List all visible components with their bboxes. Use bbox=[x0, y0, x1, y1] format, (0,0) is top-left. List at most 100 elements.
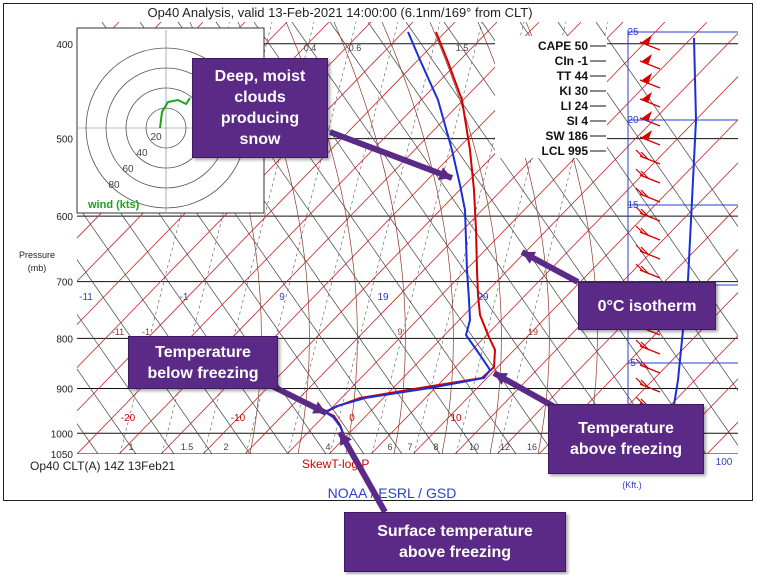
mixing-ratio-line bbox=[413, 22, 525, 454]
isotherm-line bbox=[496, 205, 738, 454]
footer-center: NOAA / ESRL / GSD bbox=[328, 485, 457, 501]
index-label: KI 30 bbox=[559, 84, 588, 98]
callout-arrowhead bbox=[438, 167, 452, 180]
y-axis-label-line2: (mb) bbox=[28, 263, 47, 273]
wind-barb bbox=[635, 168, 661, 184]
callout-arrow bbox=[337, 430, 388, 514]
wind-barb-flag bbox=[640, 189, 650, 199]
dry-adiabat-line bbox=[0, 22, 60, 454]
wind-barb bbox=[639, 92, 661, 108]
callout-surface-temp-above-freezing: Surface temperature above freezing bbox=[344, 512, 566, 572]
mixing-ratio-top-label: 1.5 bbox=[456, 43, 469, 53]
wind-barb-pennant bbox=[642, 92, 652, 103]
moist-adiabat-line bbox=[333, 22, 406, 454]
wind-barb bbox=[635, 149, 661, 165]
callout-temp-below-freezing: Temperature below freezing bbox=[128, 336, 278, 389]
wind-barb-flag bbox=[635, 225, 645, 235]
pressure-tick-label: 1000 bbox=[51, 429, 74, 440]
wind-barb bbox=[635, 187, 661, 203]
pressure-tick-label: 800 bbox=[56, 334, 73, 345]
wind-barb bbox=[639, 54, 661, 70]
isotherm-label-lower: 10 bbox=[450, 413, 462, 424]
callout-arrowhead bbox=[494, 373, 508, 385]
skewt-label: SkewT-log P bbox=[302, 457, 369, 471]
hodograph-trace bbox=[159, 97, 191, 129]
isotherm-line bbox=[370, 75, 738, 454]
wind-barb-pennant bbox=[642, 73, 652, 84]
hodograph-ring-label: 40 bbox=[136, 148, 148, 159]
wind-barb bbox=[639, 130, 661, 146]
wind-barb-flag bbox=[640, 341, 650, 351]
mixing-ratio-top-label: 0.4 bbox=[304, 43, 317, 53]
dry-adiabat-line bbox=[77, 313, 175, 454]
callout-arrow bbox=[492, 370, 562, 413]
dry-adiabat-line bbox=[329, 22, 631, 454]
mixing-ratio-bottom-label: 7 bbox=[407, 442, 412, 452]
isotherm-line bbox=[622, 335, 738, 454]
callout-arrowhead bbox=[340, 432, 352, 446]
wind-barb-pennant bbox=[642, 54, 652, 65]
wind-barb-pennant bbox=[642, 111, 652, 122]
index-label: CAPE 50 bbox=[538, 39, 588, 53]
hodograph-legend: wind (kts) bbox=[87, 199, 140, 211]
wind-barb bbox=[635, 263, 661, 279]
pressure-tick-label: 900 bbox=[56, 384, 73, 395]
index-label: CIn -1 bbox=[555, 54, 589, 68]
isotherm-line bbox=[749, 22, 757, 454]
isotherm-line bbox=[538, 248, 738, 454]
wind-barb-flag bbox=[640, 360, 650, 370]
mixing-ratio-bottom-label: 1.5 bbox=[181, 442, 194, 452]
mixing-ratio-bottom-label: 8 bbox=[433, 442, 438, 452]
wind-barb-staff bbox=[639, 60, 661, 70]
y-axis-label-line1: Pressure bbox=[19, 250, 55, 260]
adiabat-label: -1 bbox=[142, 327, 150, 337]
wind-barb-flag bbox=[640, 170, 650, 180]
dry-adiabat-line bbox=[557, 22, 738, 282]
wind-barb-flag bbox=[640, 227, 650, 237]
wind-barb bbox=[635, 225, 661, 241]
mixing-ratio-bottom-label: 4 bbox=[325, 442, 330, 452]
pressure-tick-label: 700 bbox=[56, 278, 73, 289]
wind-barb-flag bbox=[640, 265, 650, 275]
adiabat-label: -11 bbox=[112, 327, 124, 337]
wind-barb-flag bbox=[635, 206, 645, 216]
hodograph-ring-label: 60 bbox=[122, 164, 134, 175]
isotherm-label-upper: 9 bbox=[279, 292, 285, 303]
wind-barb-flag bbox=[635, 377, 645, 387]
wind-barb-staff bbox=[639, 117, 661, 127]
index-label: SI 4 bbox=[567, 114, 589, 128]
pressure-tick-label: 400 bbox=[56, 40, 73, 51]
wind-barb bbox=[635, 339, 661, 355]
wind-barb-flag bbox=[635, 396, 645, 406]
pressure-tick-label: 600 bbox=[56, 212, 73, 223]
isotherm-line bbox=[706, 421, 738, 454]
wind-barb-flag bbox=[635, 263, 645, 273]
wind-barb-flag bbox=[640, 379, 650, 389]
isotherm-line bbox=[580, 291, 738, 454]
wind-barb-flag bbox=[640, 208, 650, 218]
mixing-ratio-line bbox=[329, 22, 441, 454]
chart-title: Op40 Analysis, valid 13-Feb-2021 14:00:0… bbox=[147, 5, 532, 20]
mixing-ratio-line bbox=[497, 22, 609, 454]
adiabat-label: 19 bbox=[528, 327, 538, 337]
temperature-profile bbox=[323, 31, 497, 434]
index-label: TT 44 bbox=[557, 69, 589, 83]
wind-barb bbox=[635, 377, 661, 393]
wind-barb-flag bbox=[635, 244, 645, 254]
isotherm-line bbox=[77, 22, 456, 412]
isotherm-label-upper: 29 bbox=[477, 292, 489, 303]
isotherm-line bbox=[454, 162, 738, 454]
wind-barb bbox=[635, 206, 661, 222]
wind-barb-staff bbox=[639, 136, 661, 146]
callout-zero-isotherm: 0°C isotherm bbox=[578, 282, 716, 330]
dewpoint-profile bbox=[322, 31, 492, 434]
pressure-tick-label: 1050 bbox=[51, 450, 74, 461]
dry-adiabat-line bbox=[367, 22, 669, 454]
wind-barb-flag bbox=[640, 246, 650, 256]
callout-arrowhead bbox=[312, 401, 326, 414]
mixing-ratio-bottom-label: 2 bbox=[223, 442, 228, 452]
mixing-ratio-bottom-label: 16 bbox=[527, 442, 537, 452]
mixing-ratio-bottom-label: 12 bbox=[500, 442, 510, 452]
hodograph-ring-label: 20 bbox=[150, 132, 162, 143]
footer-left: Op40 CLT(A) 14Z 13Feb21 bbox=[30, 459, 176, 473]
